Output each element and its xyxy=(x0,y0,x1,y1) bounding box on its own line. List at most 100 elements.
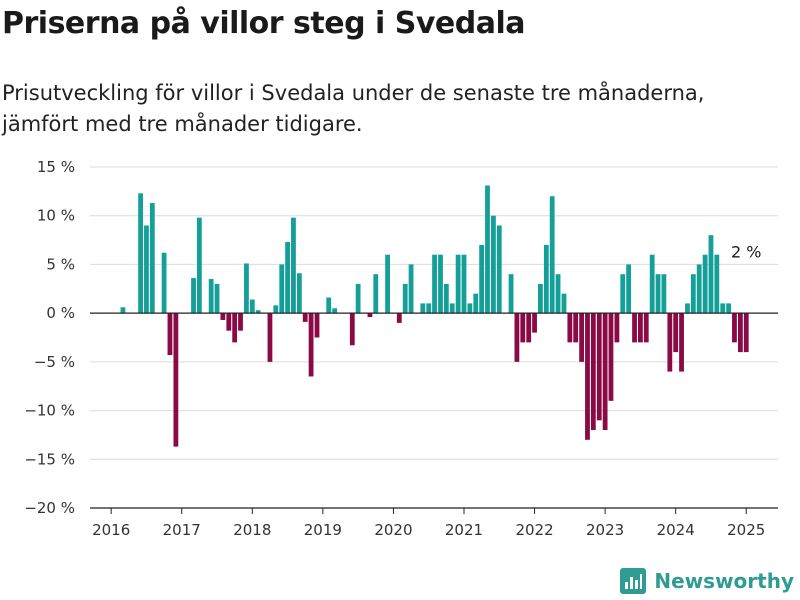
bar xyxy=(743,313,749,353)
bar xyxy=(496,225,502,314)
bar xyxy=(485,185,490,314)
bar-series xyxy=(120,185,749,447)
bar xyxy=(373,274,379,314)
bar xyxy=(426,303,432,314)
x-tick-label: 2019 xyxy=(304,521,342,539)
bar xyxy=(479,244,485,314)
bar xyxy=(332,308,338,314)
bar xyxy=(526,313,532,343)
y-axis-ticks: 15 % 10 % 5 % 0 % −5 % −10 % −15 % −20 % xyxy=(24,158,75,517)
bar xyxy=(473,293,479,314)
bar xyxy=(549,196,555,314)
x-tick-label: 2022 xyxy=(515,521,553,539)
bar xyxy=(732,313,737,343)
bar xyxy=(420,303,426,314)
bar xyxy=(355,283,361,314)
bar xyxy=(567,313,573,343)
bar xyxy=(349,313,355,346)
y-tick-label: −5 % xyxy=(34,353,75,371)
bar xyxy=(326,297,332,314)
bar xyxy=(585,313,590,440)
bar xyxy=(308,313,314,377)
bar xyxy=(632,313,637,343)
bar xyxy=(208,279,214,314)
bar xyxy=(196,217,202,314)
x-tick-label: 2024 xyxy=(657,521,695,539)
y-tick-label: 10 % xyxy=(37,207,75,225)
y-tick-label: −15 % xyxy=(24,450,75,468)
bar xyxy=(255,310,261,314)
bar xyxy=(661,274,667,314)
bar xyxy=(314,313,320,338)
bar xyxy=(385,254,390,314)
bar xyxy=(226,313,232,331)
bar xyxy=(173,313,179,447)
bar xyxy=(267,313,273,362)
bar xyxy=(279,264,285,314)
bar xyxy=(273,305,279,314)
bar xyxy=(737,313,743,353)
x-tick-label: 2017 xyxy=(163,521,201,539)
bar xyxy=(673,313,679,353)
bar xyxy=(408,264,414,314)
bar xyxy=(461,254,467,314)
bar xyxy=(514,313,520,362)
bar xyxy=(679,313,684,372)
y-tick-label: −10 % xyxy=(24,402,75,420)
bar xyxy=(138,193,143,314)
chart-title: Priserna på villor steg i Svedala xyxy=(2,6,525,41)
x-tick-label: 2018 xyxy=(233,521,271,539)
bar xyxy=(244,263,249,314)
bar xyxy=(626,264,632,314)
bar xyxy=(491,215,496,314)
bar xyxy=(655,274,661,314)
bar xyxy=(638,313,643,343)
bar xyxy=(538,283,543,314)
bar xyxy=(726,303,732,314)
bar xyxy=(296,273,302,314)
bar xyxy=(532,313,537,333)
bar xyxy=(602,313,608,431)
bar xyxy=(438,254,443,314)
bar xyxy=(249,299,255,314)
bar xyxy=(285,242,290,314)
bar xyxy=(520,313,526,343)
bar xyxy=(302,313,308,322)
chart-subtitle: Prisutveckling för villor i Svedala unde… xyxy=(2,81,705,136)
x-axis-ticks: 2016 2017 2018 2019 2020 2021 2022 2023 2024 2025 xyxy=(92,508,765,539)
brand-name: Newsworthy xyxy=(654,569,794,593)
y-tick-label: 0 % xyxy=(46,304,75,322)
bar xyxy=(238,313,243,331)
y-tick-label: 5 % xyxy=(46,255,75,273)
bar xyxy=(573,313,579,343)
bar xyxy=(220,313,226,320)
bar xyxy=(508,274,514,314)
bar xyxy=(590,313,596,431)
last-value-annotation: 2 % xyxy=(731,243,761,262)
bar xyxy=(161,252,167,314)
newsworthy-logo: Newsworthy xyxy=(620,568,794,594)
bar xyxy=(396,313,402,323)
bar xyxy=(367,313,373,318)
bar xyxy=(555,274,561,314)
y-tick-label: −20 % xyxy=(24,499,75,517)
bar xyxy=(708,235,714,314)
grid-lines xyxy=(90,166,778,509)
bar xyxy=(702,254,708,314)
bar xyxy=(608,313,614,401)
bar xyxy=(685,303,690,314)
bar xyxy=(291,217,296,314)
x-tick-label: 2020 xyxy=(374,521,412,539)
bar xyxy=(432,254,437,314)
bar xyxy=(467,303,473,314)
bar xyxy=(596,313,602,421)
y-tick-label: 15 % xyxy=(37,158,75,176)
bar xyxy=(649,254,655,314)
x-tick-label: 2023 xyxy=(586,521,624,539)
bar xyxy=(614,313,620,343)
bar xyxy=(455,254,461,314)
bar xyxy=(579,313,585,362)
bar xyxy=(667,313,673,372)
bar xyxy=(443,283,449,314)
